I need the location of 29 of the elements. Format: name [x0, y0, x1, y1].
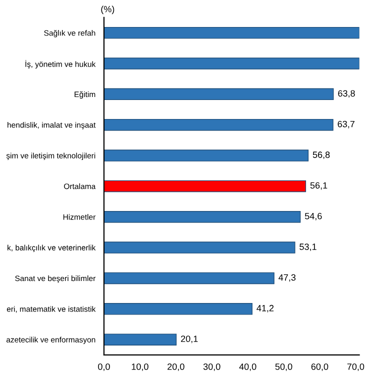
data-label: 54,6: [304, 212, 322, 220]
data-label: 47,3: [278, 274, 296, 282]
bar: [104, 303, 252, 315]
bar: [104, 58, 360, 70]
x-tick-label: 20,0: [168, 363, 184, 371]
bar: [104, 272, 274, 284]
data-label: 63,7: [338, 120, 354, 128]
x-tick-label: 40,0: [239, 363, 256, 371]
x-tick-label: 30,0: [203, 363, 220, 371]
data-label: 56,8: [312, 152, 330, 160]
data-label: 41,2: [256, 304, 274, 312]
bar: [104, 211, 301, 223]
x-tick-label: 60,0: [311, 363, 328, 371]
bar: [104, 150, 309, 162]
bar: [104, 334, 177, 346]
data-label: 20,1: [181, 336, 198, 344]
bar: [104, 118, 334, 131]
data-label: 56,1: [310, 182, 328, 190]
bar: [104, 242, 296, 254]
data-label: 63,8: [338, 90, 355, 98]
x-tick-label: 0,0: [98, 363, 110, 371]
data-label: 53,1: [300, 244, 316, 252]
x-tick-label: 70,0: [347, 363, 364, 371]
x-tick-label: 10,0: [132, 363, 148, 371]
x-tick-label: 50,0: [275, 363, 292, 371]
bar: [104, 26, 360, 39]
bar: [104, 180, 306, 192]
bar: [104, 88, 334, 100]
text: (%): [101, 6, 114, 14]
